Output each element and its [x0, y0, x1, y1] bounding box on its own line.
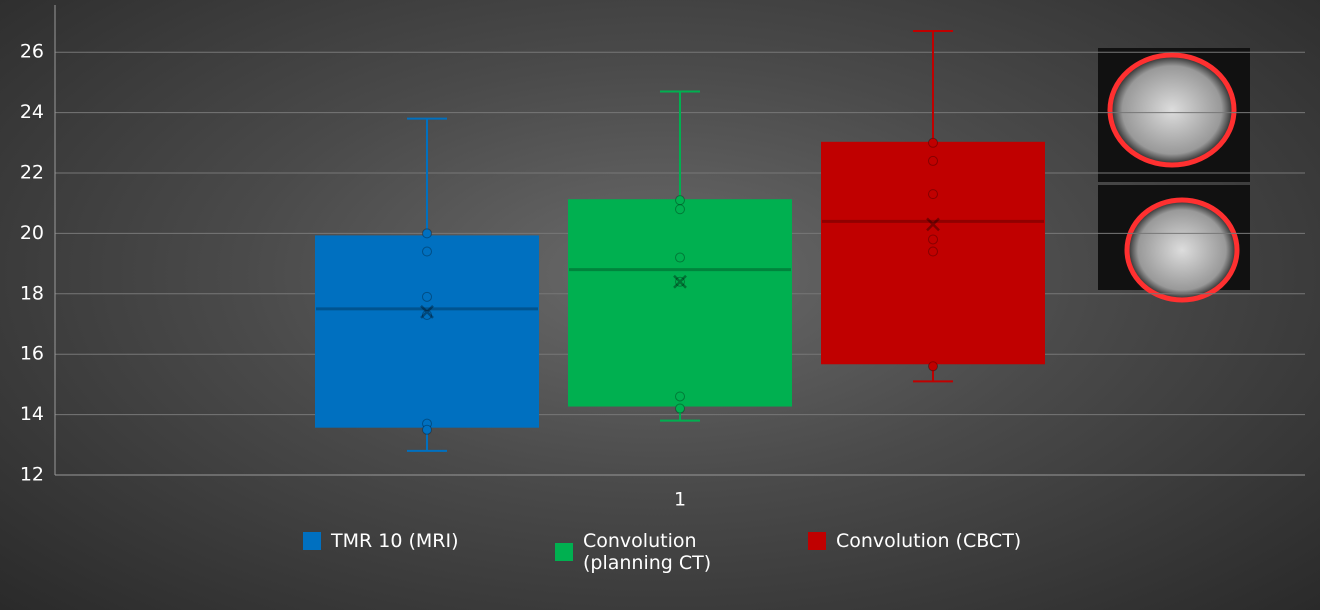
legend-swatch [555, 543, 573, 561]
data-point [423, 292, 432, 301]
legend-label: Convolution (planning CT) [583, 530, 723, 574]
data-point [929, 190, 938, 199]
data-point [676, 196, 685, 205]
legend-swatch [808, 532, 826, 550]
y-tick-label: 14 [20, 403, 44, 425]
box [316, 236, 538, 426]
y-tick-label: 22 [20, 162, 44, 184]
y-tick-label: 26 [20, 41, 44, 63]
legend-label: TMR 10 (MRI) [331, 530, 458, 552]
data-point [423, 247, 432, 256]
legend-item: TMR 10 (MRI) [303, 530, 458, 552]
legend-swatch [303, 532, 321, 550]
legend-item: Convolution (CBCT) [808, 530, 1021, 552]
data-point [929, 247, 938, 256]
data-point [676, 392, 685, 401]
data-point [423, 425, 432, 434]
data-point [929, 138, 938, 147]
y-tick-label: 20 [20, 222, 44, 244]
data-point [676, 205, 685, 214]
legend-label: Convolution (CBCT) [836, 530, 1021, 552]
page: 12 14 16 18 20 22 24 26 1 TMR 10 (MRI) Convolutio… [0, 0, 1320, 610]
y-tick-label: 16 [20, 343, 44, 365]
chart: 12 14 16 18 20 22 24 26 1 [0, 0, 1320, 610]
scan-images [1098, 48, 1250, 300]
box [569, 200, 791, 405]
data-point [676, 404, 685, 413]
y-tick-label: 12 [20, 464, 44, 486]
y-tick-label: 24 [20, 101, 44, 123]
data-point [929, 362, 938, 371]
data-point [423, 229, 432, 238]
data-point [929, 235, 938, 244]
data-point [676, 253, 685, 262]
x-tick-label: 1 [674, 489, 686, 511]
y-tick-label: 18 [20, 282, 44, 304]
legend-item: Convolution (planning CT) [555, 530, 723, 574]
data-point [929, 156, 938, 165]
